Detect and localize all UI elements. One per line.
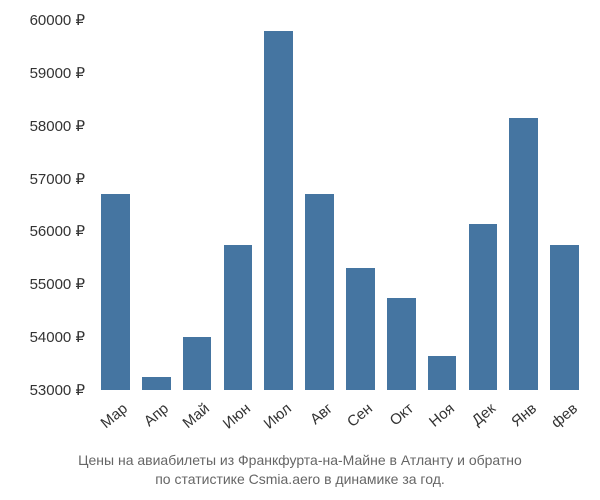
bar (101, 194, 130, 390)
x-tick-label: Июл (260, 400, 294, 433)
bars-group (95, 20, 585, 390)
bar (224, 245, 253, 390)
x-tick-label: Сен (344, 400, 376, 431)
x-tick-label: Май (180, 400, 213, 432)
x-tick-label: Янв (508, 400, 540, 430)
bar (183, 337, 212, 390)
bar (142, 377, 171, 390)
bar (305, 194, 334, 390)
x-tick-label: Ноя (426, 400, 458, 431)
plot-area (95, 20, 585, 390)
x-tick-label: Апр (141, 400, 172, 430)
caption-line1: Цены на авиабилеты из Франкфурта-на-Майн… (78, 452, 522, 468)
y-tick-label: 55000 ₽ (30, 275, 85, 293)
y-tick-label: 58000 ₽ (30, 117, 85, 135)
x-tick-label: Июн (220, 400, 254, 433)
bar (469, 224, 498, 391)
bar (346, 268, 375, 390)
x-axis: Мар Апр МайИюнИюл Авг Сен Окт Ноя Дек Янвфев (95, 395, 585, 445)
x-tick-label: Дек (469, 400, 499, 429)
y-tick-label: 56000 ₽ (30, 222, 85, 240)
x-tick-label: Окт (387, 400, 417, 429)
y-axis: 53000 ₽54000 ₽55000 ₽56000 ₽57000 ₽58000… (0, 20, 90, 390)
x-tick-label: фев (548, 400, 581, 431)
y-tick-label: 59000 ₽ (30, 64, 85, 82)
caption-line2: по статистике Csmia.aero в динамике за г… (155, 471, 445, 487)
x-tick-label: Мар (98, 400, 131, 432)
y-tick-label: 57000 ₽ (30, 170, 85, 188)
price-chart: 53000 ₽ 54000 ₽ 55000 ₽ 56000 ₽ 57000 ₽ 58000… (0, 0, 600, 500)
bar (387, 298, 416, 391)
y-tick-label: 54000 ₽ (30, 328, 85, 346)
y-tick-label: 53000 ₽ (30, 381, 85, 399)
chart-caption: Цены на авиабилеты из Франкфурта-на-Майн… (0, 451, 600, 490)
bar (550, 245, 579, 390)
bar (509, 118, 538, 390)
x-tick-label: Авг (307, 400, 336, 428)
bar (428, 356, 457, 390)
y-tick-label: 60000 ₽ (30, 11, 85, 29)
bar (264, 31, 293, 390)
